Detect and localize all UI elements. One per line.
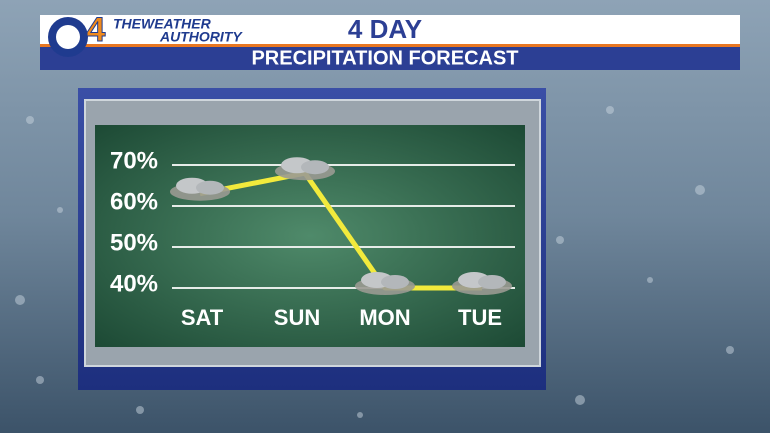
cloud-icon (196, 180, 224, 195)
x-tick-label: SUN (274, 305, 320, 330)
cloud-icon (478, 275, 506, 289)
y-tick-label: 60% (110, 188, 158, 215)
logo-eye-inner (56, 25, 80, 49)
cloud-icon (301, 160, 329, 175)
y-tick-label: 40% (110, 270, 158, 297)
cloud-icon (381, 275, 409, 289)
logo-line1: THEWEATHER (113, 16, 212, 32)
y-tick-label: 50% (110, 229, 158, 256)
x-tick-label: SAT (181, 305, 224, 330)
divider (40, 44, 740, 47)
logo-line2: AUTHORITY (159, 29, 243, 45)
chart-subtitle: PRECIPITATION FORECAST (251, 47, 518, 69)
y-tick-label: 70% (110, 147, 158, 174)
x-tick-label: TUE (458, 305, 502, 330)
chart-title: 4 DAY (348, 14, 422, 44)
plot: 40% 50% 60% 70% SAT SUN MON TUE (110, 147, 515, 330)
title-bar (40, 15, 740, 46)
raindrops (15, 106, 734, 418)
x-tick-label: MON (359, 305, 410, 330)
logo-number: 4 (87, 11, 106, 49)
subtitle-bar (40, 46, 740, 70)
precip-line (199, 170, 482, 291)
